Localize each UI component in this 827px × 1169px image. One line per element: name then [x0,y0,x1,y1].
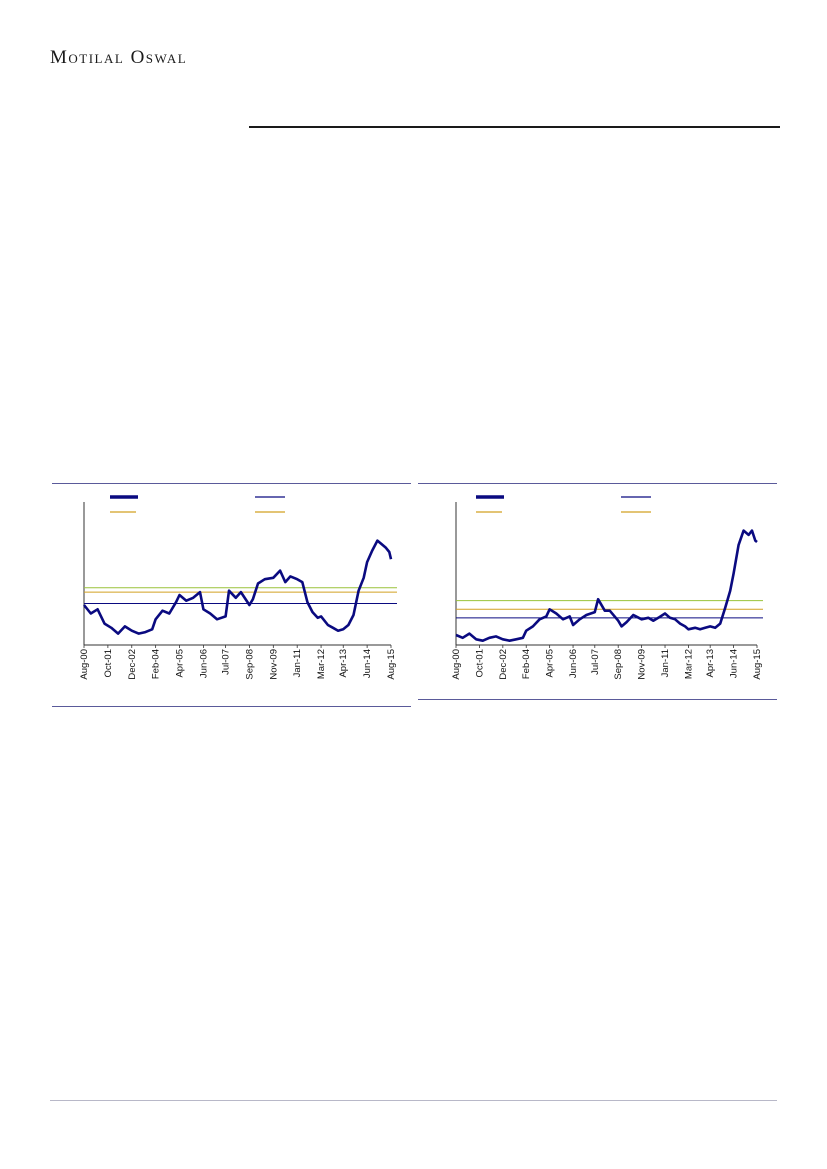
chart-right: Aug-00 Oct-01 Dec-02 Feb-04 Apr-05 Jun-06 Jul-… [451,495,763,680]
x-tick-label: Jan-11 [660,649,671,677]
x-tick-label: Aug-00 [451,649,462,680]
x-tick-label: Jun-14 [362,649,373,678]
x-tick-label: Sep-08 [613,649,624,680]
x-tick-label: Jun-06 [568,649,579,678]
x-tick-label: Feb-04 [521,649,532,679]
x-tick-label: Apr-05 [545,649,556,678]
x-tick-label: Apr-13 [705,649,716,678]
x-tick-label: Feb-04 [151,649,162,679]
x-tick-label: Jul-07 [590,649,601,675]
x-tick-label: Jul-07 [221,649,232,675]
x-tick-label: Mar-12 [683,649,694,679]
footer-rule [50,1100,777,1101]
x-tick-label: Aug-00 [79,649,90,680]
x-tick-label: Nov-09 [268,649,279,680]
series-line [455,529,758,642]
x-tick-label: Oct-01 [474,649,485,678]
chart-panel-left: Aug-00 Oct-01 Dec-02 Feb-04 Apr-05 Jun-06 Jul-… [52,483,411,707]
chart-panel-right: Aug-00 Oct-01 Dec-02 Feb-04 Apr-05 Jun-06 Jul-… [418,483,777,700]
x-tick-label: Jun-14 [729,649,740,678]
chart-left: Aug-00 Oct-01 Dec-02 Feb-04 Apr-05 Jun-06 Jul-… [79,495,397,680]
x-tick-label: Oct-01 [103,649,114,678]
series-line [82,539,393,635]
header-rule [249,126,780,128]
x-tick-label: Mar-12 [316,649,327,679]
x-tick-label: Dec-02 [127,649,138,680]
x-tick-label: Aug-15 [752,649,763,680]
x-tick-label: Aug-15 [386,649,397,680]
x-tick-label: Sep-08 [244,649,255,680]
x-tick-label: Jun-06 [198,649,209,678]
x-tick-label: Jan-11 [292,649,303,677]
company-logo: Motilal Oswal [50,47,188,68]
x-tick-label: Apr-13 [338,649,349,678]
x-tick-label: Dec-02 [498,649,509,680]
x-tick-label: Apr-05 [175,649,186,678]
x-tick-label: Nov-09 [637,649,648,680]
